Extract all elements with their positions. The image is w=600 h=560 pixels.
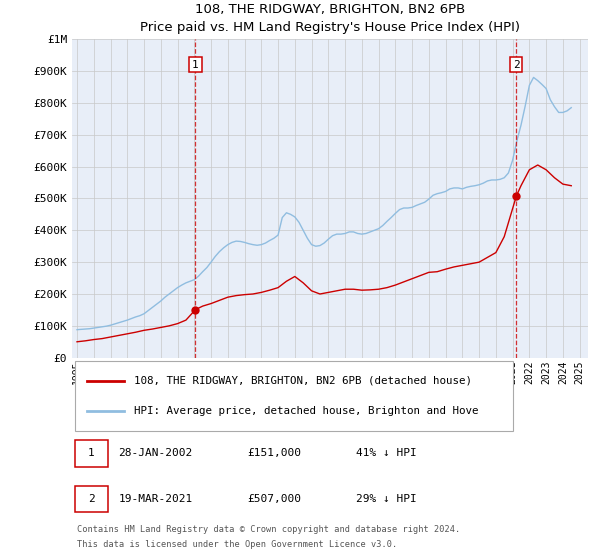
Text: Contains HM Land Registry data © Crown copyright and database right 2024.: Contains HM Land Registry data © Crown c… (77, 525, 460, 534)
Text: 108, THE RIDGWAY, BRIGHTON, BN2 6PB (detached house): 108, THE RIDGWAY, BRIGHTON, BN2 6PB (det… (134, 376, 472, 386)
Text: 29% ↓ HPI: 29% ↓ HPI (356, 494, 416, 504)
Text: 41% ↓ HPI: 41% ↓ HPI (356, 448, 416, 458)
Text: 1: 1 (88, 448, 95, 458)
Text: 19-MAR-2021: 19-MAR-2021 (118, 494, 193, 504)
Text: HPI: Average price, detached house, Brighton and Hove: HPI: Average price, detached house, Brig… (134, 406, 478, 416)
Text: 1: 1 (192, 60, 199, 69)
FancyBboxPatch shape (74, 361, 513, 431)
Text: This data is licensed under the Open Government Licence v3.0.: This data is licensed under the Open Gov… (77, 540, 397, 549)
Text: £507,000: £507,000 (247, 494, 301, 504)
FancyBboxPatch shape (74, 486, 108, 512)
Text: 28-JAN-2002: 28-JAN-2002 (118, 448, 193, 458)
Text: 2: 2 (513, 60, 520, 69)
Text: 2: 2 (88, 494, 95, 504)
Title: 108, THE RIDGWAY, BRIGHTON, BN2 6PB
Price paid vs. HM Land Registry's House Pric: 108, THE RIDGWAY, BRIGHTON, BN2 6PB Pric… (140, 3, 520, 34)
FancyBboxPatch shape (74, 440, 108, 466)
Text: £151,000: £151,000 (247, 448, 301, 458)
